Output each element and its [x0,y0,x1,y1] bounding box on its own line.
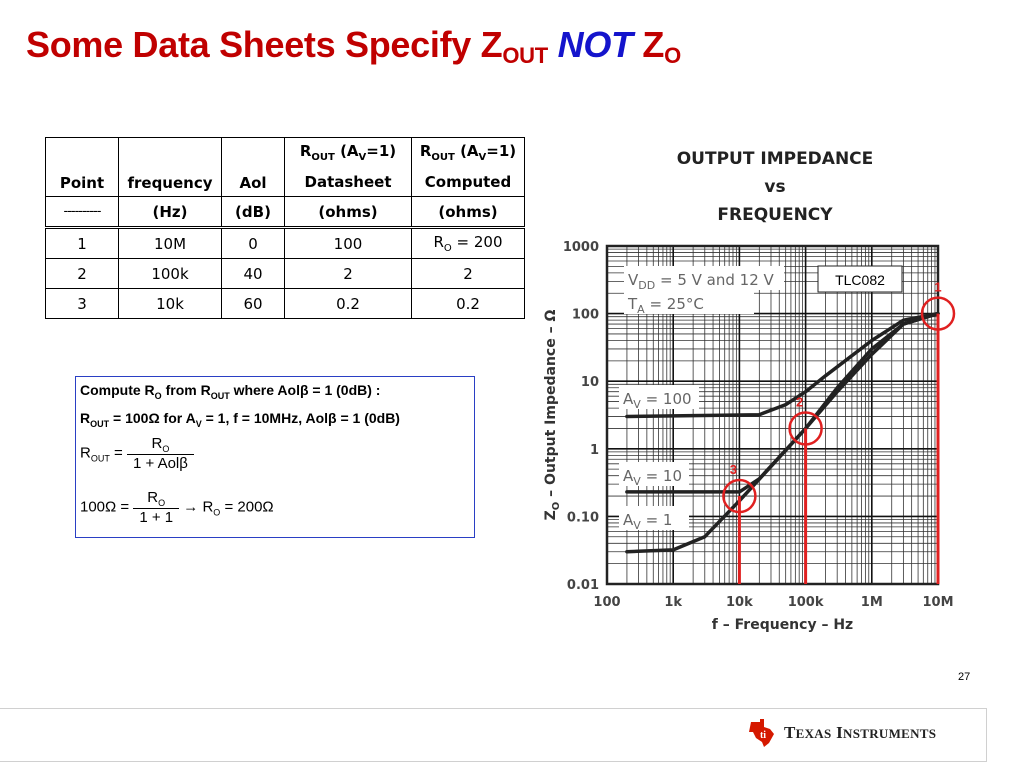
cell-frequency: 100k [118,258,222,289]
header-aol: Aol [221,137,285,197]
label-av100-bg [619,385,699,409]
marker-circle [722,478,757,514]
y-axis-label: ZO – Output Impedance – Ω [543,310,562,521]
x-tick-label: 10M [922,595,953,610]
x-tick-label: 1M [861,595,883,610]
device-box [817,265,903,293]
title-subscript-o: O [664,43,681,68]
label-av10-bg [619,462,689,486]
cell-datasheet: 0.2 [284,288,412,319]
cell-aol: 0 [221,226,285,259]
header-rout-datasheet-top: ROUT (AV=1) [284,137,412,167]
label-av100: AV = 100 [623,390,692,411]
marker-label: 3 [730,462,737,477]
calc-line-2: ROUT = 100Ω for AV = 1, f = 10MHz, Aolβ … [80,410,400,429]
conditions-ta: TA = 25°C [627,295,704,316]
cell-datasheet: 2 [284,258,412,289]
y-tick-label: 1000 [563,240,599,255]
cell-point: 2 [45,258,119,289]
cell-point: 1 [45,226,119,259]
header-frequency: frequency [118,137,222,197]
cell-computed: 2 [411,258,525,289]
unit-frequency: (Hz) [118,196,222,228]
chart-annotations: VDD = 5 V and 12 V TA = 25°C TLC082 AV = 10… [619,265,903,532]
marker-label: 2 [796,394,803,409]
unit-datasheet: (ohms) [284,196,412,228]
label-av1-bg [619,506,689,530]
ti-logo: ti TEXAS INSTRUMENTS [748,718,936,748]
chart-title-line-3: FREQUENCY [717,205,833,225]
title-z: Z [642,24,665,65]
cell-aol: 40 [221,258,285,289]
chart-title: OUTPUT IMPEDANCE vs FREQUENCY [640,145,910,229]
label-av1: AV = 1 [623,511,672,532]
cell-point: 3 [45,288,119,319]
footer-bar [0,708,987,762]
conditions-vdd-bg [624,266,784,290]
conditions-ta-bg [624,290,754,314]
cell-computed: RO = 200 [411,226,525,259]
label-av10: AV = 10 [623,467,682,488]
title-not: NOT [557,24,633,65]
slide-title: Some Data Sheets Specify ZOUT NOT ZO [26,24,681,69]
cell-frequency: 10M [118,226,222,259]
y-tick-label: 1 [590,443,599,458]
x-tick-label: 100k [788,595,824,610]
header-computed: Computed [411,167,525,197]
header-datasheet: Datasheet [284,167,412,197]
y-tick-label: 100 [572,308,599,323]
calc-line-1: Compute RO from ROUT where Aolβ = 1 (0dB… [80,382,381,401]
chart-title-line-1: OUTPUT IMPEDANCE [676,149,874,169]
calc-equation-1: ROUT = RO 1 + Aolβ [80,435,194,472]
table-row: 2 100k 40 2 2 [45,258,525,289]
cell-frequency: 10k [118,288,222,319]
cell-datasheet: 100 [284,226,412,259]
company-name: TEXAS INSTRUMENTS [784,723,937,742]
x-tick-label: 1k [664,595,682,610]
x-axis-label: f – Frequency – Hz [712,617,853,633]
unit-aol: (dB) [221,196,285,228]
page-number: 27 [958,671,971,683]
marker-label: 1 [934,280,941,295]
title-text: Some Data Sheets Specify Z [26,24,503,65]
x-tick-label: 100 [593,595,620,610]
y-tick-label: 0.01 [567,578,599,593]
impedance-table: Point frequency Aol ROUT (AV=1) ROUT (AV… [45,137,525,319]
series-group [625,311,940,554]
device-label: TLC082 [835,272,885,288]
y-tick-label: 0.10 [567,510,599,525]
calc-equation-2: 100Ω = RO 1 + 1 → RO = 200Ω [80,489,274,526]
marker-circle [920,296,956,331]
series-line [625,311,940,554]
output-impedance-chart: 100 1k 10k 100k 1M 10M 0.01 0.10 1 10 100 1000 VDD … [543,240,956,633]
tick-labels: 100 1k 10k 100k 1M 10M 0.01 0.10 1 10 100 1000 [563,240,954,610]
chart-markers: 1 2 3 [722,280,956,584]
calculation-box: Compute RO from ROUT where Aolβ = 1 (0dB… [75,376,475,538]
texas-state-logo-icon: ti [749,719,774,747]
chart-title-line-2: vs [764,177,786,197]
unit-computed: (ohms) [411,196,525,228]
title-subscript-out: OUT [502,43,548,68]
svg-text:ti: ti [760,730,766,741]
cell-aol: 60 [221,288,285,319]
header-dashes: ---------- [45,196,119,228]
cell-computed: 0.2 [411,288,525,319]
conditions-vdd: VDD = 5 V and 12 V [628,271,775,292]
header-rout-computed-top: ROUT (AV=1) [411,137,525,167]
table-row: 1 10M 0 100 RO = 200 [45,226,525,259]
y-tick-label: 10 [581,375,599,390]
series-line [625,311,940,419]
marker-circle [788,411,823,446]
x-tick-label: 10k [726,595,753,610]
table-row: 3 10k 60 0.2 0.2 [45,288,525,319]
header-point: Point [45,137,119,197]
